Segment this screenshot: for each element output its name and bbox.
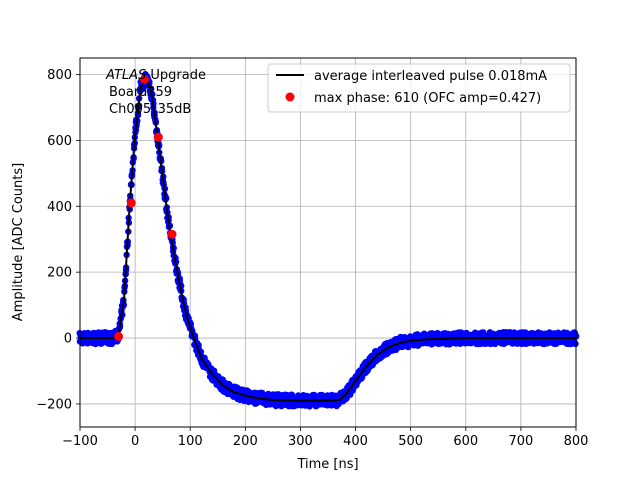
- max-phase-point: [114, 331, 124, 341]
- x-tick-label: 300: [288, 434, 313, 449]
- x-tick-label: 700: [508, 434, 533, 449]
- y-tick-label: 200: [47, 266, 72, 281]
- svg-text:ATLAS Upgrade: ATLAS Upgrade: [105, 68, 206, 83]
- annotation-board: Board259: [109, 85, 172, 100]
- annotation-channel: Ch005_35dB: [109, 102, 191, 117]
- annotation-atlas: ATLAS: [105, 68, 146, 83]
- x-tick-label: 0: [131, 434, 139, 449]
- x-tick-label: 800: [564, 434, 589, 449]
- x-axis-label: Time [ns]: [296, 457, 358, 472]
- annotation-upgrade: Upgrade: [146, 68, 206, 83]
- x-tick-label: 100: [178, 434, 203, 449]
- annotation: ATLAS Upgrade Board259 Ch005_35dB: [105, 68, 206, 117]
- plot-frame: [79, 57, 577, 428]
- legend-box: [267, 63, 571, 113]
- legend-marker-swatch: [285, 92, 295, 102]
- x-tick-label: 600: [453, 434, 478, 449]
- y-tick-label: 600: [47, 134, 72, 149]
- x-tick-label: 200: [233, 434, 258, 449]
- max-phase-point: [126, 198, 136, 208]
- x-tick-label: −100: [62, 434, 98, 449]
- legend-entry-max-phase: max phase: 610 (OFC amp=0.427): [314, 91, 541, 106]
- y-tick-label: 800: [47, 68, 72, 83]
- max-phase-point: [139, 74, 149, 84]
- y-tick-label: 400: [47, 200, 72, 215]
- x-axis-ticks: −100 0 100 200 300 400 500 600 700 800: [62, 427, 588, 449]
- y-tick-label: 0: [64, 332, 72, 347]
- max-phase-point: [167, 229, 177, 239]
- max-phase-markers: [114, 74, 177, 341]
- x-tick-label: 400: [343, 434, 368, 449]
- y-axis-label: Amplitude [ADC Counts]: [11, 163, 26, 321]
- legend: average interleaved pulse 0.018mA max ph…: [267, 63, 571, 113]
- max-phase-point: [153, 132, 163, 142]
- x-tick-label: 500: [398, 434, 423, 449]
- legend-entry-average: average interleaved pulse 0.018mA: [314, 69, 547, 84]
- y-axis-ticks: −200 0 200 400 600 800: [36, 68, 80, 412]
- y-tick-label: −200: [36, 397, 72, 412]
